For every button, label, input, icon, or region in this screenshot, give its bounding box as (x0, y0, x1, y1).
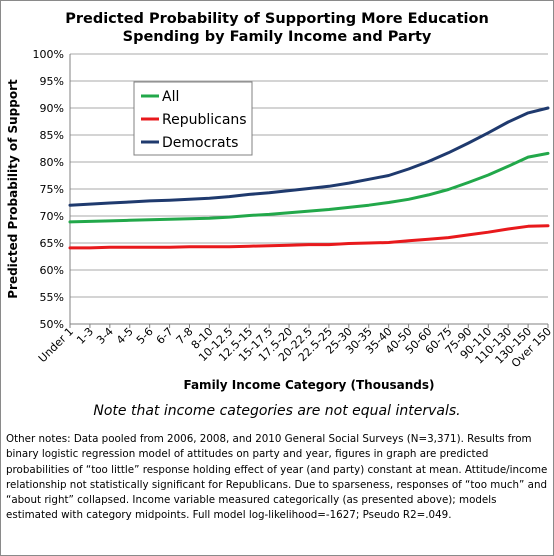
legend-label-republicans: Republicans (162, 112, 247, 128)
series-line-democrats (68, 106, 550, 207)
y-tick-label: 65% (40, 237, 64, 250)
legend-label-all: All (162, 89, 179, 105)
y-tick-label: 85% (40, 129, 64, 142)
y-tick-label: 100% (33, 48, 64, 61)
series-line-republicans (68, 224, 550, 250)
series-line-all (68, 151, 550, 224)
y-tick-label: 50% (40, 318, 64, 331)
y-tick-label: 95% (40, 75, 64, 88)
x-tick-label: 5-6 (134, 325, 156, 347)
chart-title-line: Predicted Probability of Supporting More… (65, 11, 489, 27)
x-tick-label: 4-5 (114, 325, 136, 347)
y-tick-label: 55% (40, 291, 64, 304)
other-notes-text: Other notes: Data pooled from 2006, 2008… (6, 433, 548, 522)
line-chart: Predicted Probability of Supporting More… (6, 11, 554, 392)
x-tick-label: 1-3 (74, 325, 96, 347)
legend-label-democrats: Democrats (162, 135, 238, 151)
y-tick-label: 80% (40, 156, 64, 169)
x-tick-label: 6-7 (154, 325, 176, 347)
y-tick-label: 75% (40, 183, 64, 196)
y-tick-label: 90% (40, 102, 64, 115)
x-axis-title: Family Income Category (Thousands) (183, 378, 434, 392)
y-tick-label: 60% (40, 264, 64, 277)
x-tick-label: 3-4 (94, 325, 116, 347)
y-axis-title: Predicted Probability of Support (6, 79, 20, 299)
note-text: Note that income categories are not equa… (93, 403, 461, 419)
chart-title-line: Spending by Family Income and Party (123, 29, 432, 45)
y-tick-label: 70% (40, 210, 64, 223)
